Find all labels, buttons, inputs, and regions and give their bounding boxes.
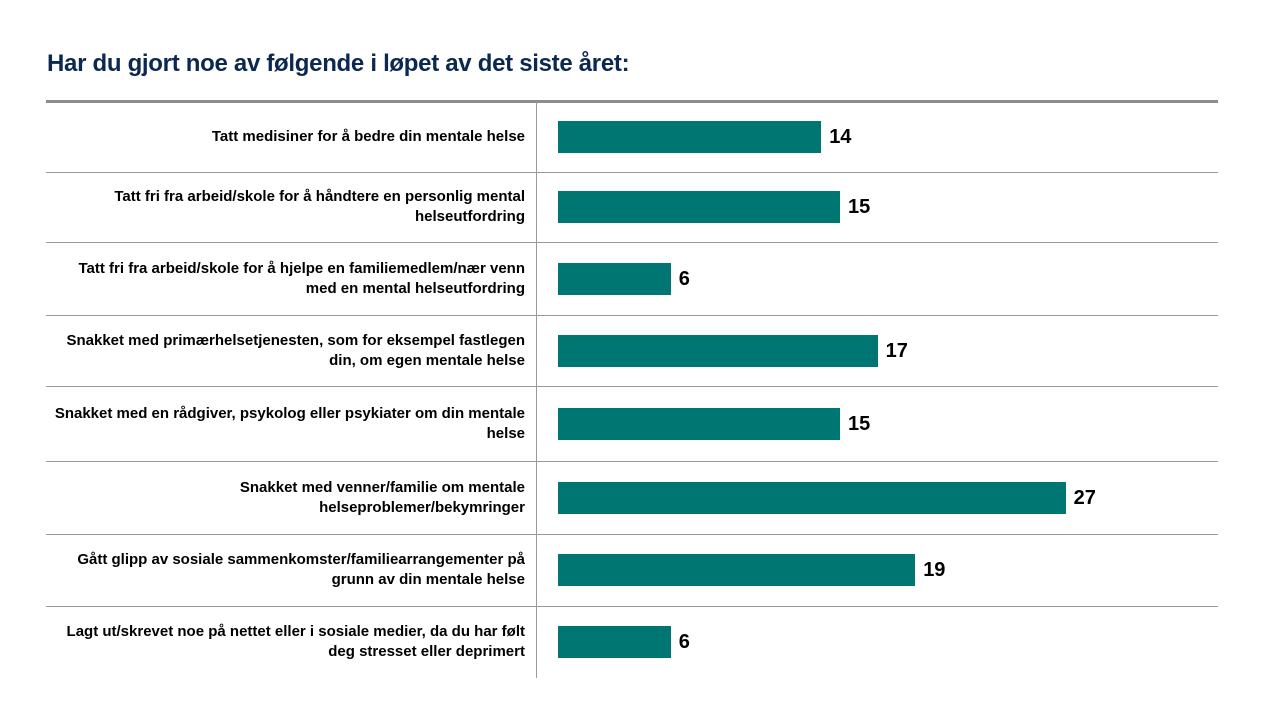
bar	[558, 407, 840, 440]
row-divider	[46, 386, 1218, 387]
row-divider	[46, 315, 1218, 316]
category-label: Tatt fri fra arbeid/skole for å håndtere…	[114, 188, 525, 225]
vertical-divider	[536, 102, 537, 678]
chart-title: Har du gjort noe av følgende i løpet av …	[47, 50, 630, 77]
bar	[558, 334, 878, 367]
data-label: 15	[848, 196, 871, 218]
data-label: 15	[848, 412, 871, 435]
category-label: Snakket med primærhelsetjenesten, som fo…	[66, 331, 525, 369]
row-divider	[46, 172, 1218, 173]
category-label: Tatt fri fra arbeid/skole for å hjelpe e…	[78, 259, 525, 297]
data-label: 19	[923, 559, 946, 581]
data-label: 27	[1073, 486, 1096, 509]
bar	[558, 554, 916, 586]
category-label: Tatt medisiner for å bedre din mentale h…	[211, 128, 525, 145]
data-label: 17	[885, 339, 908, 362]
category-label: Snakket med en rådgiver, psykolog eller …	[54, 404, 525, 442]
category-label: Lagt ut/skrevet noe på nettet eller i so…	[66, 623, 525, 660]
row-divider	[46, 534, 1218, 535]
row-divider	[46, 606, 1218, 607]
category-label: Snakket med venner/familie om mentale he…	[239, 478, 525, 516]
bar	[558, 121, 822, 153]
row-divider	[46, 242, 1218, 243]
row-divider	[46, 461, 1218, 462]
category-label: Gått glipp av sosiale sammenkomster/fami…	[77, 551, 525, 588]
bar	[558, 262, 671, 295]
bar	[558, 481, 1066, 514]
data-label: 14	[829, 126, 852, 148]
data-label: 6	[678, 631, 690, 653]
data-label: 6	[678, 267, 690, 290]
bar	[558, 191, 840, 223]
bar	[558, 626, 671, 658]
top-divider	[46, 100, 1218, 103]
